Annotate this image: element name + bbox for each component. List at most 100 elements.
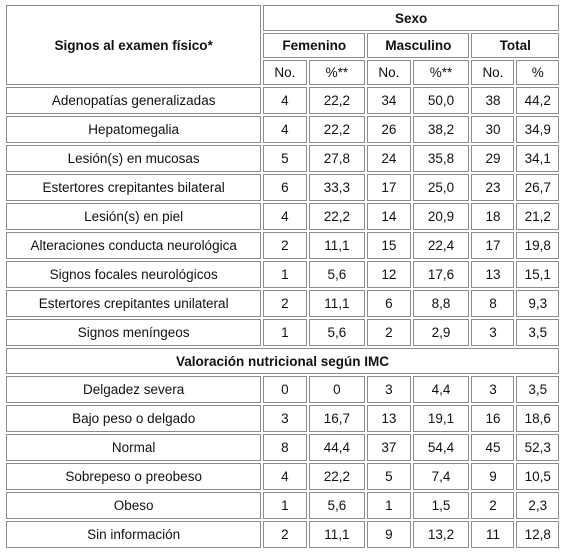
table-row: Obeso 1 5,6 1 1,5 2 2,3 [6,492,559,519]
subgroup-header-masculino: Masculino [367,33,470,58]
table-cell: 1 [263,261,307,288]
row-label-header: Signos al examen físico* [6,5,262,85]
table-cell: 12,8 [516,521,559,548]
table-row: Delgadez severa 0 0 3 4,4 3 3,5 [6,376,559,403]
table-cell: 14 [367,203,411,230]
table-cell: 33,3 [308,174,366,201]
table-cell: 2 [367,319,411,346]
row-label: Obeso [6,492,262,519]
table-cell: 21,2 [516,203,559,230]
table-row: Estertores crepitantes bilateral 6 33,3 17 2… [6,174,559,201]
section-title: Valoración nutricional según IMC [6,348,559,374]
table-cell: 34,1 [516,145,559,172]
table-cell: 2 [263,232,307,259]
table-row: Bajo peso o delgado 3 16,7 13 19,1 16 18,6 [6,405,559,432]
table-cell: 34,9 [516,116,559,143]
row-label: Delgadez severa [6,376,262,403]
table-cell: 5 [367,463,411,490]
table-cell: 16,7 [308,405,366,432]
row-label: Adenopatías generalizadas [6,87,262,114]
table-cell: 5 [263,145,307,172]
table-cell: 5,6 [308,319,366,346]
row-label: Estertores crepitantes bilateral [6,174,262,201]
table-cell: 26,7 [516,174,559,201]
table-cell: 0 [263,376,307,403]
table-cell: 30 [471,116,515,143]
table-cell: 10,5 [516,463,559,490]
table-cell: 7,4 [412,463,470,490]
table-cell: 54,4 [412,434,470,461]
row-label: Signos meníngeos [6,319,262,346]
table-cell: 25,0 [412,174,470,201]
table-cell: 6 [263,174,307,201]
col-header: % [516,60,559,85]
group-header: Sexo [263,5,559,31]
table-cell: 13 [471,261,515,288]
table-row: Estertores crepitantes unilateral 2 11,1 6 8… [6,290,559,317]
table-cell: 34 [367,87,411,114]
row-label: Sin información [6,521,262,548]
table-cell: 17 [471,232,515,259]
table-cell: 2 [263,521,307,548]
table-cell: 52,3 [516,434,559,461]
table-row: Hepatomegalia 4 22,2 26 38,2 30 34,9 [6,116,559,143]
table-cell: 20,9 [412,203,470,230]
subgroup-header-femenino: Femenino [263,33,366,58]
table-row: Signos meníngeos 1 5,6 2 2,9 3 3,5 [6,319,559,346]
table-row: Sin información 2 11,1 9 13,2 11 12,8 [6,521,559,548]
table-cell: 3,5 [516,376,559,403]
table-cell: 2 [263,290,307,317]
table-cell: 1 [263,319,307,346]
table-cell: 44,4 [308,434,366,461]
table-cell: 9 [367,521,411,548]
table-cell: 11,1 [308,521,366,548]
table-cell: 18 [471,203,515,230]
col-header: %** [412,60,470,85]
table-cell: 6 [367,290,411,317]
table-cell: 38 [471,87,515,114]
table-cell: 12 [367,261,411,288]
table-cell: 45 [471,434,515,461]
row-label: Bajo peso o delgado [6,405,262,432]
table-row: Adenopatías generalizadas 4 22,2 34 50,0 38 44… [6,87,559,114]
table-cell: 27,8 [308,145,366,172]
table-cell: 44,2 [516,87,559,114]
table-container: Signos al examen físico* Sexo Femenino M… [4,3,561,550]
table-cell: 15,1 [516,261,559,288]
table-cell: 5,6 [308,492,366,519]
table-cell: 22,2 [308,116,366,143]
table-row: Sobrepeso o preobeso 4 22,2 5 7,4 9 10,5 [6,463,559,490]
row-label: Hepatomegalia [6,116,262,143]
table-cell: 16 [471,405,515,432]
table-cell: 8,8 [412,290,470,317]
col-header: No. [471,60,515,85]
subgroup-header-total: Total [471,33,559,58]
table-row: Normal 8 44,4 37 54,4 45 52,3 [6,434,559,461]
table-row: Lesión(s) en piel 4 22,2 14 20,9 18 21,2 [6,203,559,230]
table-cell: 50,0 [412,87,470,114]
section-row: Valoración nutricional según IMC [6,348,559,374]
table-cell: 4,4 [412,376,470,403]
table-cell: 8 [471,290,515,317]
row-label: Signos focales neurológicos [6,261,262,288]
table-cell: 22,2 [308,463,366,490]
table-cell: 18,6 [516,405,559,432]
table-cell: 37 [367,434,411,461]
table-row: Signos focales neurológicos 1 5,6 12 17,6 13 1… [6,261,559,288]
table-cell: 1 [263,492,307,519]
table-cell: 23 [471,174,515,201]
row-label: Lesión(s) en mucosas [6,145,262,172]
table-cell: 35,8 [412,145,470,172]
table-cell: 15 [367,232,411,259]
table-cell: 4 [263,87,307,114]
table-cell: 22,2 [308,203,366,230]
table-cell: 22,2 [308,87,366,114]
table-cell: 17 [367,174,411,201]
table-cell: 11 [471,521,515,548]
table-cell: 2,9 [412,319,470,346]
table-cell: 22,4 [412,232,470,259]
table-cell: 3,5 [516,319,559,346]
col-header: %** [308,60,366,85]
table-row: Lesión(s) en mucosas 5 27,8 24 35,8 29 34,1 [6,145,559,172]
table-cell: 9 [471,463,515,490]
